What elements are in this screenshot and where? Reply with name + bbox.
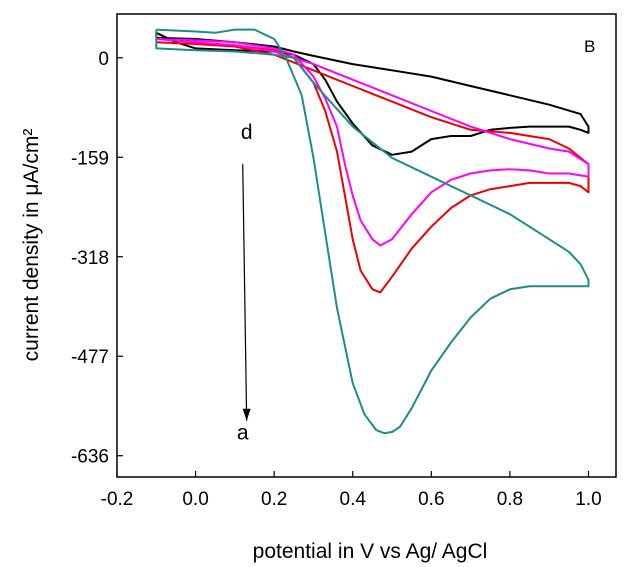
y-axis-title: current density in μA/cm² (20, 129, 43, 362)
annotation-layer: da (237, 121, 253, 444)
plot-frame (116, 13, 617, 478)
series-layer (155, 28, 590, 435)
series-line-4 (155, 28, 590, 435)
tick-layer: -0.2 0.0 0.2 0.4 0.6 0.8 1.0 0 -159 -318 -477 -636 (71, 49, 602, 510)
series-line-3 (156, 38, 590, 247)
x-tick-label: -0.2 (101, 489, 134, 510)
annotation-label-d: d (241, 121, 253, 144)
arrow-line (242, 164, 248, 421)
y-tick-label: 0 (98, 49, 109, 70)
x-axis-title: potential in V vs Ag/ AgCl (253, 540, 488, 563)
x-tick-label: 1.0 (575, 489, 601, 510)
series-line-2 (156, 41, 590, 294)
annotation-label-a: a (237, 421, 249, 444)
x-tick-label: 0.4 (340, 489, 367, 510)
x-tick-label: 0.2 (261, 489, 287, 510)
y-tick-label: -159 (71, 148, 109, 169)
series-line-1 (155, 31, 590, 156)
x-tick-label: 0.0 (182, 489, 208, 510)
y-tick-label: -477 (71, 347, 109, 368)
y-tick-label: -318 (71, 248, 109, 269)
arrow-head (242, 408, 251, 421)
x-tick-label: 0.6 (418, 489, 444, 510)
x-tick-label: 0.8 (497, 489, 523, 510)
y-tick-label: -636 (71, 447, 109, 468)
panel-label: B (584, 37, 595, 56)
